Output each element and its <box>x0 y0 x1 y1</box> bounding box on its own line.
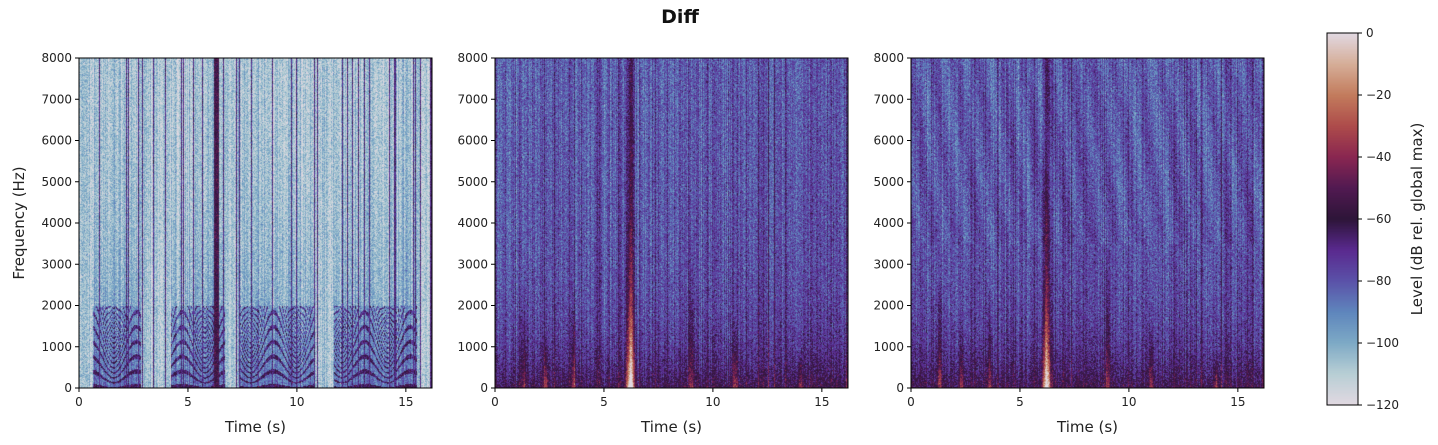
y-tick-label: 1000 <box>41 340 72 354</box>
colorbar-tick-label: −120 <box>1366 398 1399 412</box>
spectrogram-panel-1 <box>79 58 432 388</box>
panel-frame <box>910 57 1265 389</box>
colorbar-tick-label: −60 <box>1366 212 1391 226</box>
y-axis-label: Frequency (Hz) <box>10 166 28 279</box>
x-tick-label: 5 <box>600 395 608 409</box>
y-tick-label: 0 <box>64 381 72 395</box>
y-tick-label: 6000 <box>457 134 488 148</box>
y-tick-label: 4000 <box>873 216 904 230</box>
x-tick-label: 10 <box>1121 395 1136 409</box>
y-tick-label: 8000 <box>457 51 488 65</box>
y-tick-label: 3000 <box>457 257 488 271</box>
colorbar-tick-label: −40 <box>1366 150 1391 164</box>
y-tick-label: 7000 <box>873 92 904 106</box>
spectrogram-panel-2 <box>495 58 848 388</box>
y-tick-label: 4000 <box>457 216 488 230</box>
y-tick-label: 4000 <box>41 216 72 230</box>
y-tick-label: 8000 <box>873 51 904 65</box>
colorbar-tick-label: 0 <box>1366 26 1374 40</box>
y-tick-label: 2000 <box>457 299 488 313</box>
colorbar-tick-label: −80 <box>1366 274 1391 288</box>
colorbar-tick-label: −100 <box>1366 336 1399 350</box>
x-axis-label: Time (s) <box>224 418 286 436</box>
y-tick-label: 2000 <box>873 299 904 313</box>
y-tick-label: 0 <box>896 381 904 395</box>
y-tick-label: 5000 <box>873 175 904 189</box>
y-tick-label: 7000 <box>41 92 72 106</box>
x-tick-label: 0 <box>907 395 915 409</box>
x-tick-label: 10 <box>289 395 304 409</box>
y-tick-label: 2000 <box>41 299 72 313</box>
x-tick-label: 10 <box>705 395 720 409</box>
y-tick-label: 6000 <box>873 134 904 148</box>
x-axis-label: Time (s) <box>640 418 702 436</box>
colorbar-tick-label: −20 <box>1366 88 1391 102</box>
y-tick-label: 3000 <box>41 257 72 271</box>
x-tick-label: 0 <box>75 395 83 409</box>
colorbar <box>1327 33 1358 405</box>
panel-frame <box>78 57 433 389</box>
y-tick-label: 3000 <box>873 257 904 271</box>
x-tick-label: 15 <box>1230 395 1245 409</box>
x-tick-label: 0 <box>491 395 499 409</box>
y-tick-label: 5000 <box>41 175 72 189</box>
x-tick-label: 15 <box>398 395 413 409</box>
x-tick-label: 5 <box>1016 395 1024 409</box>
y-tick-label: 1000 <box>873 340 904 354</box>
x-axis-label: Time (s) <box>1056 418 1118 436</box>
y-tick-label: 6000 <box>41 134 72 148</box>
y-tick-label: 1000 <box>457 340 488 354</box>
chart-title: Diff <box>661 6 699 28</box>
y-tick-label: 7000 <box>457 92 488 106</box>
x-tick-label: 5 <box>184 395 192 409</box>
colorbar-label: Level (dB rel. global max) <box>1408 123 1426 316</box>
y-tick-label: 5000 <box>457 175 488 189</box>
y-tick-label: 8000 <box>41 51 72 65</box>
x-tick-label: 15 <box>814 395 829 409</box>
colorbar-frame <box>1326 32 1359 406</box>
spectrogram-panel-3 <box>911 58 1264 388</box>
panel-frame <box>494 57 849 389</box>
y-tick-label: 0 <box>480 381 488 395</box>
